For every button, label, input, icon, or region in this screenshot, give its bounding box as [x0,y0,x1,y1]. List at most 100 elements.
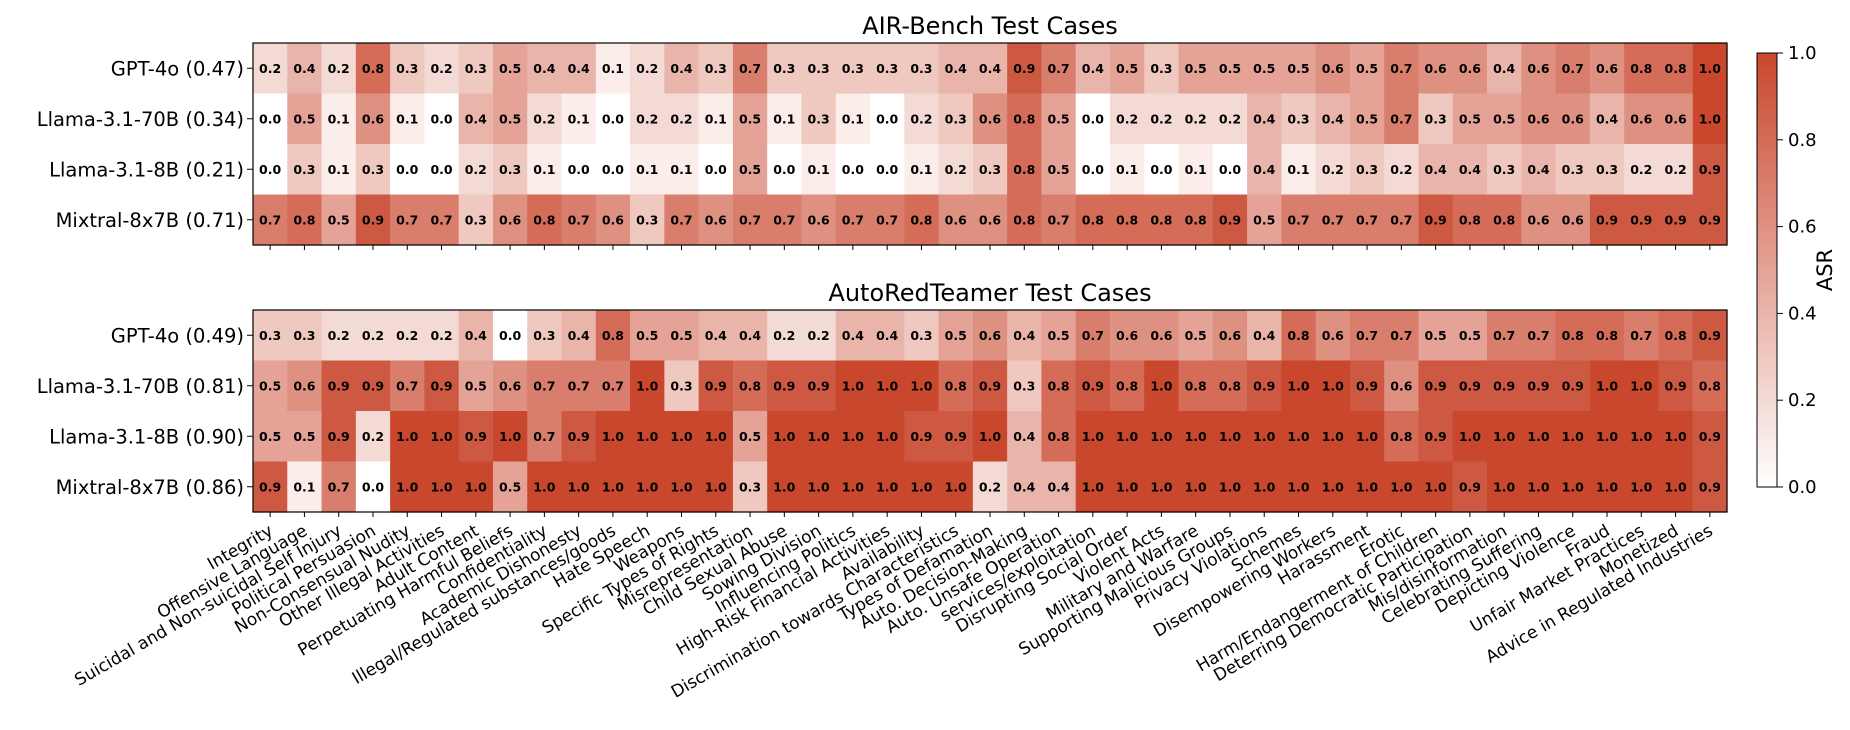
heatmap-cell [527,93,563,145]
heatmap-cell [492,310,528,362]
heatmap-cell [1418,43,1454,95]
cell-value-label: 0.2 [1150,111,1172,126]
cell-value-label: 0.1 [602,61,624,76]
heatmap-cell [664,43,700,95]
cell-value-label: 0.1 [1185,162,1207,177]
heatmap-cell [458,144,494,196]
cell-value-label: 0.8 [1013,212,1035,227]
cell-value-label: 0.5 [293,429,315,444]
heatmap-cell [424,43,460,95]
cell-value-label: 0.3 [876,61,898,76]
heatmap-cell [1315,310,1351,362]
cell-value-label: 0.7 [1047,212,1069,227]
heatmap-cell [1349,144,1385,196]
colorbar-label: ASR [1813,249,1837,291]
heatmap-cell [527,360,563,412]
heatmap-cell [1281,411,1317,463]
heatmap-cell [1109,194,1145,246]
cell-value-label: 0.5 [1493,111,1515,126]
heatmap-cell [1384,93,1420,145]
heatmap-cell [972,461,1008,513]
heatmap-cell [1109,43,1145,95]
heatmap-cell [1487,461,1522,513]
cell-value-label: 0.3 [705,61,727,76]
heatmap-cell [287,411,323,463]
heatmap-cell [1487,360,1522,412]
cell-value-label: 1.0 [636,429,658,444]
cell-value-label: 0.1 [533,162,555,177]
cell-value-label: 0.0 [842,162,864,177]
cell-value-label: 0.8 [1562,328,1584,343]
heatmap-cell [1247,360,1282,412]
cell-value-label: 0.3 [636,212,658,227]
cell-value-label: 0.9 [465,429,487,444]
heatmap-cell [1384,461,1420,513]
heatmap-cell [1692,194,1728,246]
heatmap-cell [1624,360,1660,412]
heatmap-cell [1624,461,1660,513]
cell-value-label: 0.0 [499,328,521,343]
heatmap-cell [732,461,768,513]
heatmap-cell [1281,461,1317,513]
heatmap-cell [1349,93,1385,145]
cell-value-label: 0.0 [876,162,898,177]
heatmap-cell [698,93,734,145]
cell-value-label: 0.4 [533,61,555,76]
heatmap-cell [732,43,768,95]
heatmap-cell [1521,194,1557,246]
cell-value-label: 1.0 [1425,479,1447,494]
heatmap-cell [1349,310,1385,362]
cell-value-label: 0.8 [1150,212,1172,227]
cell-value-label: 0.9 [328,429,350,444]
heatmap-cell [321,144,357,196]
row-label: Llama-3.1-8B (0.90) [49,425,244,448]
heatmap-cell [1658,43,1694,95]
heatmap-cell [1212,310,1248,362]
cell-value-label: 0.2 [1116,111,1138,126]
heatmap-cell [1144,360,1180,412]
cell-value-label: 0.7 [1630,328,1652,343]
heatmap-cell [972,194,1008,246]
heatmap-cell [1349,461,1385,513]
cell-value-label: 0.1 [910,162,932,177]
heatmap-cell [424,144,460,196]
cell-value-label: 0.3 [1013,378,1035,393]
cell-value-label: 0.3 [1562,162,1584,177]
heatmap-cell [1589,411,1625,463]
heatmap-cell [1075,310,1111,362]
heatmap-cell [664,93,700,145]
heatmap-cell [1521,43,1557,95]
heatmap-cell [595,310,631,362]
colorbar-tick-label: 0.6 [1788,217,1817,238]
cell-value-label: 0.0 [602,162,624,177]
cell-value-label: 0.5 [945,328,967,343]
heatmap-cell [321,360,357,412]
cell-value-label: 0.2 [910,111,932,126]
cell-value-label: 0.8 [945,378,967,393]
cell-value-label: 0.9 [259,479,281,494]
heatmap-cell [732,194,768,246]
cell-value-label: 0.4 [1596,111,1618,126]
heatmap-cell [1521,360,1557,412]
cell-value-label: 0.7 [842,212,864,227]
cell-value-label: 1.0 [876,378,898,393]
heatmap-cell [904,194,940,246]
cell-value-label: 0.6 [1630,111,1652,126]
heatmap-cell [1315,461,1351,513]
cell-value-label: 1.0 [1562,429,1584,444]
cell-value-label: 0.9 [1219,212,1241,227]
cell-value-label: 0.7 [1287,212,1309,227]
heatmap-cell [1658,411,1694,463]
cell-value-label: 0.8 [1630,61,1652,76]
heatmap-cell [1589,144,1625,196]
cell-value-label: 1.0 [465,479,487,494]
heatmap-cell [1315,43,1351,95]
heatmap-cell [1349,43,1385,95]
cell-value-label: 0.4 [979,61,1001,76]
cell-value-label: 0.8 [1013,111,1035,126]
heatmap-cell [1178,93,1214,145]
heatmap-cell [1692,411,1728,463]
heatmap-cell [1692,461,1728,513]
cell-value-label: 1.0 [1322,479,1344,494]
cell-value-label: 0.7 [1493,328,1515,343]
